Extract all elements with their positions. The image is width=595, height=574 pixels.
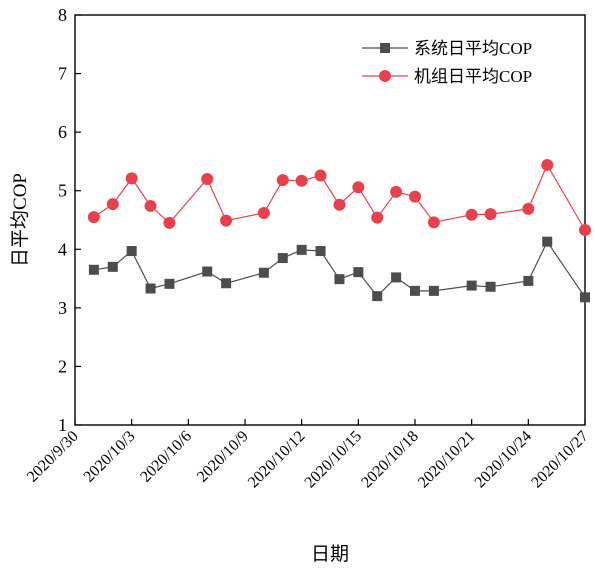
data-point-circle: [201, 173, 214, 185]
data-point-square: [428, 285, 439, 296]
legend-marker-circle: [379, 70, 391, 82]
legend-item: 机组日平均COP: [362, 67, 532, 86]
y-tick-label: 6: [58, 122, 67, 142]
data-point-square: [542, 236, 553, 247]
data-point-square: [277, 253, 288, 264]
data-point-square: [202, 266, 213, 277]
data-point-circle: [125, 172, 138, 185]
data-point-circle: [220, 214, 233, 227]
data-point-square: [466, 280, 477, 291]
data-point-square: [580, 292, 590, 303]
data-point-circle: [390, 185, 403, 198]
legend-label: 系统日平均COP: [414, 39, 532, 58]
data-point-square: [391, 272, 402, 283]
legend-label: 机组日平均COP: [414, 67, 532, 86]
y-tick-label: 1: [58, 415, 67, 435]
x-tick-label: 2020/10/27: [528, 428, 592, 492]
x-tick-label: 2020/10/3: [81, 428, 139, 486]
data-point-circle: [295, 174, 308, 187]
x-tick-label: 2020/10/18: [358, 428, 422, 492]
data-point-circle: [371, 211, 384, 224]
data-point-square: [88, 264, 99, 275]
data-point-square: [315, 246, 326, 257]
data-point-circle: [427, 216, 440, 229]
data-point-square: [221, 278, 232, 289]
data-point-square: [126, 246, 137, 257]
legend: 系统日平均COP 机组日平均COP: [362, 39, 532, 86]
plot-frame: [74, 14, 586, 426]
legend-marker-square: [380, 43, 390, 53]
series-line: [93, 163, 586, 231]
y-axis: 1 2 3 4 5 6 7 8: [58, 5, 81, 435]
x-tick-label: 2020/10/21: [415, 428, 479, 492]
y-tick-label: 7: [58, 64, 67, 84]
series-1: [88, 236, 590, 303]
legend-item: 系统日平均COP: [362, 39, 532, 58]
data-point-square: [523, 275, 534, 286]
y-tick-label: 4: [58, 239, 67, 259]
data-point-circle: [541, 158, 554, 171]
y-tick-label: 2: [58, 356, 67, 376]
x-axis: 2020/9/302020/10/32020/10/62020/10/92020…: [24, 419, 592, 491]
data-point-circle: [163, 216, 176, 229]
data-point-circle: [87, 211, 100, 224]
series-layer: [87, 158, 591, 303]
x-tick-label: 2020/10/6: [137, 428, 195, 486]
data-point-square: [107, 261, 118, 272]
data-point-square: [353, 267, 364, 278]
data-point-square: [334, 274, 345, 285]
x-tick-label: 2020/10/9: [194, 428, 252, 486]
data-point-circle: [106, 198, 119, 211]
y-tick-label: 5: [58, 181, 67, 201]
y-tick-label: 8: [58, 5, 67, 25]
data-point-square: [296, 244, 307, 255]
data-point-square: [372, 291, 383, 302]
x-tick-label: 2020/10/12: [245, 428, 309, 492]
data-point-circle: [144, 199, 157, 212]
x-tick-label: 2020/9/30: [24, 428, 82, 486]
data-point-square: [145, 283, 156, 294]
data-point-circle: [276, 174, 289, 187]
data-point-square: [164, 278, 175, 289]
data-point-circle: [522, 202, 535, 215]
data-point-circle: [352, 181, 365, 194]
series-line: [93, 240, 586, 298]
x-tick-label: 2020/10/15: [302, 428, 366, 492]
data-point-circle: [314, 169, 327, 182]
data-point-circle: [465, 208, 478, 221]
series-2: [87, 158, 591, 236]
data-point-circle: [257, 206, 270, 219]
data-point-circle: [409, 190, 421, 203]
data-point-circle: [484, 208, 497, 221]
data-point-square: [485, 281, 496, 292]
y-tick-label: 3: [58, 298, 67, 318]
x-tick-label: 2020/10/24: [472, 428, 536, 492]
x-axis-label: 日期: [311, 543, 349, 565]
data-point-square: [258, 267, 269, 278]
data-point-square: [410, 285, 420, 296]
y-axis-label: 日平均COP: [9, 173, 31, 267]
data-point-circle: [333, 198, 346, 211]
data-point-circle: [579, 223, 591, 236]
